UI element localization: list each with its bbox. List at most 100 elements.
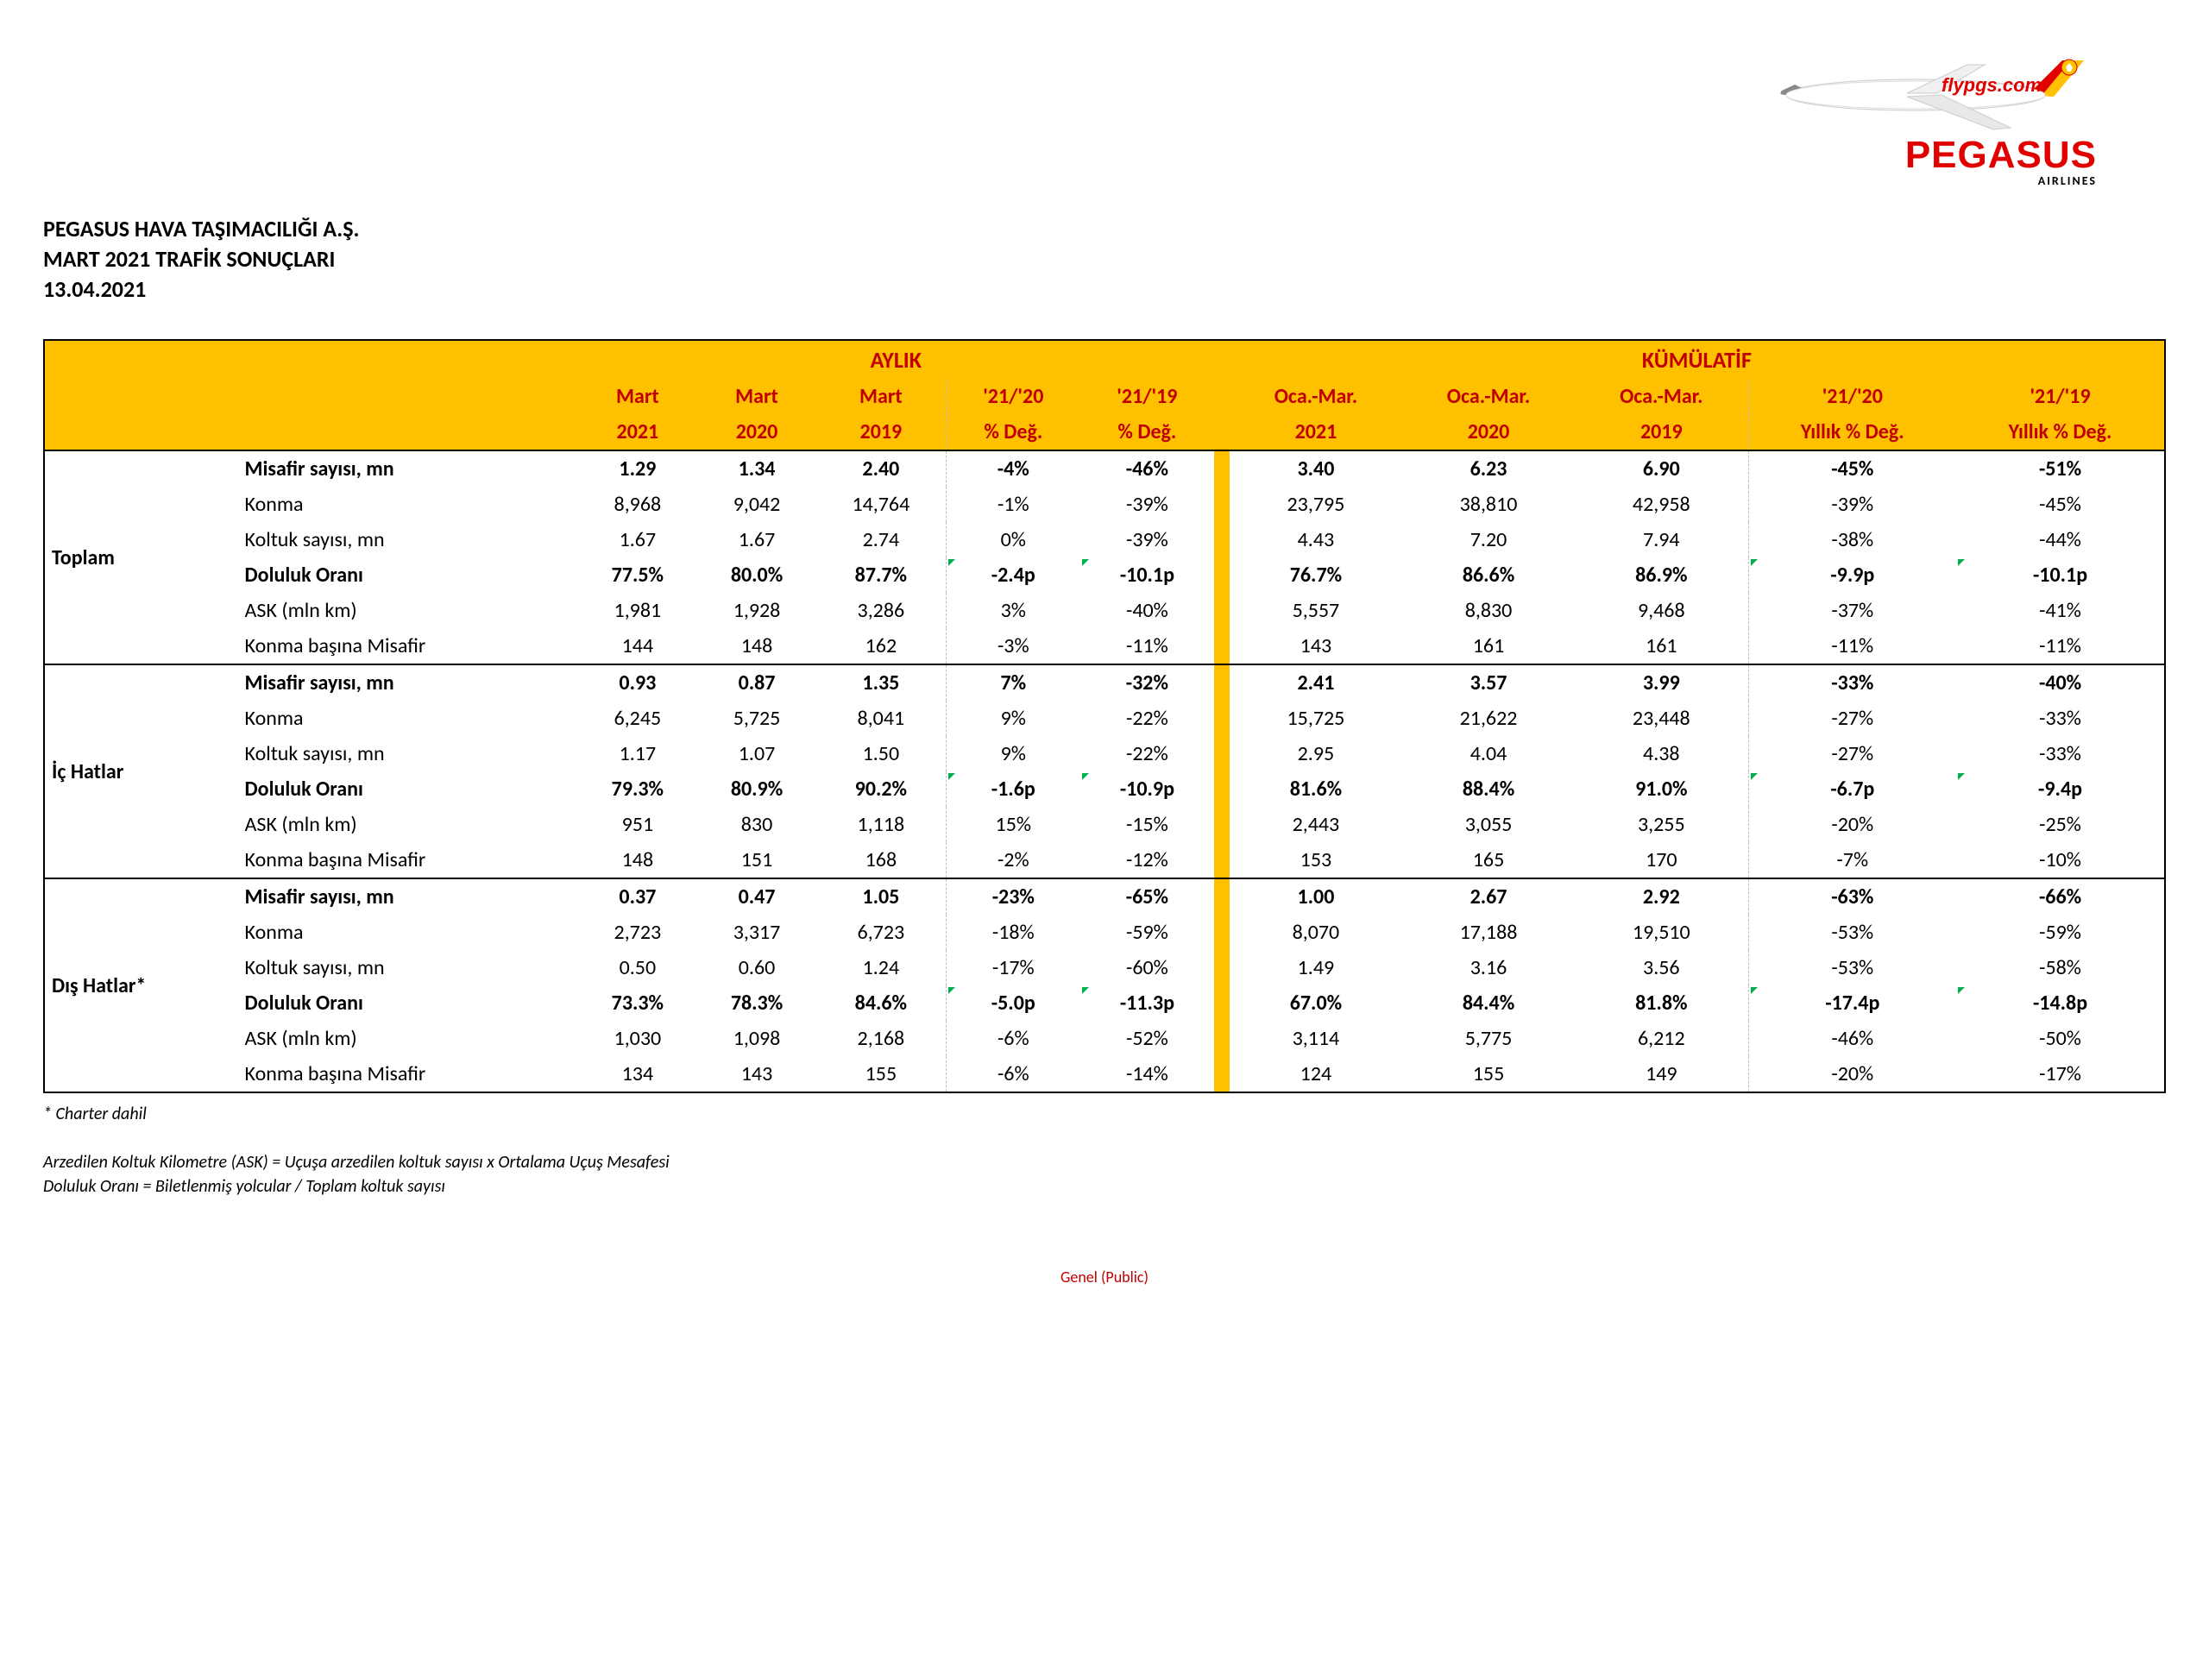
data-cell: -3% [946,628,1080,664]
data-cell: 4.04 [1402,736,1575,771]
data-cell: -46% [1748,1021,1956,1056]
table-row: Dış Hatlar*Misafir sayısı, mn0.370.471.0… [44,878,2165,915]
metric-label: Konma [235,701,578,736]
data-cell: 151 [697,842,816,878]
data-cell: 2,723 [578,915,697,950]
table-row: Konma başına Misafir144148162-3%-11%1431… [44,628,2165,664]
metric-label: Doluluk Oranı [235,771,578,807]
data-cell: 5,775 [1402,1021,1575,1056]
data-cell: -9.9p [1748,557,1956,593]
data-cell: -11% [1080,628,1214,664]
data-cell: 3.99 [1575,664,1748,701]
data-cell: -14% [1080,1056,1214,1092]
data-cell: 0% [946,522,1080,557]
data-cell: 1.07 [697,736,816,771]
brand-name: PEGASUS [43,134,2097,177]
ask-definition: Arzedilen Koltuk Kilometre (ASK) = Uçuşa… [43,1150,2166,1174]
data-cell: 2.41 [1230,664,1402,701]
data-cell: -9.4p [1956,771,2165,807]
data-cell: 9,042 [697,487,816,522]
data-cell: 21,622 [1402,701,1575,736]
data-cell: 67.0% [1230,985,1402,1021]
data-cell: -1.6p [946,771,1080,807]
separator [1214,842,1230,878]
metric-label: Koltuk sayısı, mn [235,950,578,985]
separator [1214,736,1230,771]
data-cell: 6.90 [1575,450,1748,487]
separator [1214,878,1230,915]
separator [1214,593,1230,628]
data-cell: 9,468 [1575,593,1748,628]
data-cell: 1.29 [578,450,697,487]
table-row: Doluluk Oranı77.5%80.0%87.7%-2.4p-10.1p7… [44,557,2165,593]
group-label: İç Hatlar [44,664,235,878]
data-cell: 2,443 [1230,807,1402,842]
data-cell: 2.92 [1575,878,1748,915]
metric-label: Konma [235,487,578,522]
metric-label: Konma [235,915,578,950]
data-cell: -12% [1080,842,1214,878]
data-cell: -11% [1748,628,1956,664]
data-cell: -25% [1956,807,2165,842]
data-cell: 3.57 [1402,664,1575,701]
separator [1214,1021,1230,1056]
data-cell: -22% [1080,701,1214,736]
data-cell: 1,118 [816,807,946,842]
data-cell: 15,725 [1230,701,1402,736]
table-row: ToplamMisafir sayısı, mn1.291.342.40-4%-… [44,450,2165,487]
data-cell: 3.40 [1230,450,1402,487]
metric-label: ASK (mln km) [235,807,578,842]
data-cell: 3,114 [1230,1021,1402,1056]
data-cell: 90.2% [816,771,946,807]
data-cell: -2.4p [946,557,1080,593]
data-cell: -39% [1748,487,1956,522]
separator [1214,807,1230,842]
data-cell: -44% [1956,522,2165,557]
data-cell: 1.00 [1230,878,1402,915]
data-cell: 3,317 [697,915,816,950]
data-cell: 5,557 [1230,593,1402,628]
data-cell: 77.5% [578,557,697,593]
table-row: Koltuk sayısı, mn0.500.601.24-17%-60%1.4… [44,950,2165,985]
metric-label: Misafir sayısı, mn [235,450,578,487]
separator [1214,557,1230,593]
data-cell: 155 [816,1056,946,1092]
table-row: Koltuk sayısı, mn1.671.672.740%-39%4.437… [44,522,2165,557]
metric-label: ASK (mln km) [235,593,578,628]
data-cell: 14,764 [816,487,946,522]
data-cell: 87.7% [816,557,946,593]
table-row: Konma başına Misafir134143155-6%-14%1241… [44,1056,2165,1092]
data-cell: 23,795 [1230,487,1402,522]
data-cell: 0.50 [578,950,697,985]
data-cell: 76.7% [1230,557,1402,593]
report-title: MART 2021 TRAFİK SONUÇLARI [43,244,2166,274]
data-cell: 1.35 [816,664,946,701]
data-cell: 2.40 [816,450,946,487]
table-row: Doluluk Oranı79.3%80.9%90.2%-1.6p-10.9p8… [44,771,2165,807]
data-cell: 8,830 [1402,593,1575,628]
data-cell: -22% [1080,736,1214,771]
data-cell: 88.4% [1402,771,1575,807]
data-cell: 80.0% [697,557,816,593]
data-cell: 9% [946,736,1080,771]
table-row: ASK (mln km)1,9811,9283,2863%-40%5,5578,… [44,593,2165,628]
data-cell: -66% [1956,878,2165,915]
data-cell: 165 [1402,842,1575,878]
data-cell: 124 [1230,1056,1402,1092]
data-cell: 1.17 [578,736,697,771]
data-cell: 38,810 [1402,487,1575,522]
data-cell: -63% [1748,878,1956,915]
classification-footer: Genel (Public) [43,1268,2166,1287]
data-cell: -27% [1748,701,1956,736]
svg-text:flypgs.com: flypgs.com [1942,74,2042,96]
data-cell: 153 [1230,842,1402,878]
data-cell: 1,981 [578,593,697,628]
data-cell: -39% [1080,487,1214,522]
data-cell: 81.8% [1575,985,1748,1021]
data-cell: 161 [1402,628,1575,664]
metric-label: Konma başına Misafir [235,1056,578,1092]
data-cell: -45% [1956,487,2165,522]
cumulative-header: KÜMÜLATİF [1230,340,2165,379]
data-cell: 148 [578,842,697,878]
data-cell: 134 [578,1056,697,1092]
